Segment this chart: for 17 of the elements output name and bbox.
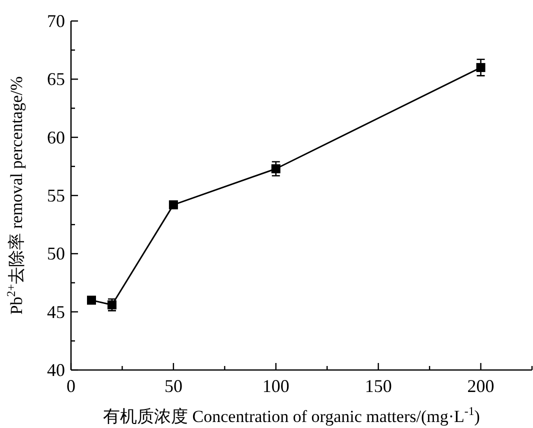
y-tick-label: 40 [47, 360, 65, 380]
point [476, 63, 486, 72]
x-axis-title: 有机质浓度 Concentration of organic matters/(mg·L$^{-1}$) [103, 404, 480, 426]
y-tick-label: 50 [47, 244, 65, 264]
x-tick-label: 200 [467, 376, 494, 396]
point [86, 296, 96, 305]
x-tick-label: 0 [66, 376, 76, 396]
point [271, 164, 280, 174]
x-tick-label: 150 [364, 376, 392, 396]
y-tick-label: 70 [47, 11, 65, 31]
x-tick-label: 50 [164, 376, 182, 396]
y-tick-label: 65 [47, 69, 65, 90]
y-tick-label: 55 [47, 186, 65, 206]
point [168, 200, 178, 210]
y-tick-label: 60 [47, 127, 65, 148]
x-tick-label: 100 [262, 376, 290, 396]
y-tick-label: 45 [47, 302, 65, 322]
